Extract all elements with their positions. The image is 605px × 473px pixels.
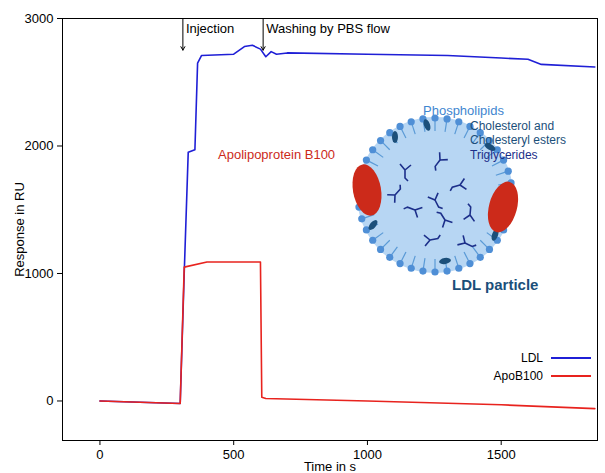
svg-text:Response in RU: Response in RU: [12, 182, 27, 277]
html-text:Cholesterol and Cholesteryl es: Cholesterol and Cholesteryl esters: [470, 119, 566, 147]
svg-text:2000: 2000: [25, 138, 54, 153]
svg-text:500: 500: [223, 447, 245, 462]
html-text:Phospholipids: Phospholipids: [423, 103, 504, 118]
svg-text:1000: 1000: [25, 266, 54, 281]
svg-text:Injection: Injection: [186, 21, 234, 36]
svg-text:Washing by PBS flow: Washing by PBS flow: [266, 21, 390, 36]
svg-text:3000: 3000: [25, 11, 54, 26]
svg-text:0: 0: [96, 447, 103, 462]
html-text:ApoB100: ApoB100: [493, 369, 543, 383]
html-text:LDL particle: LDL particle: [452, 276, 539, 293]
svg-text:1000: 1000: [353, 447, 382, 462]
html-text:Triglycerides: Triglycerides: [470, 148, 538, 162]
svg-text:Time in s: Time in s: [304, 459, 357, 473]
svg-text:0: 0: [46, 393, 53, 408]
html-text:LDL: LDL: [521, 351, 543, 365]
svg-text:1500: 1500: [487, 447, 516, 462]
html-text:Apolipoprotein B100: Apolipoprotein B100: [218, 147, 336, 162]
